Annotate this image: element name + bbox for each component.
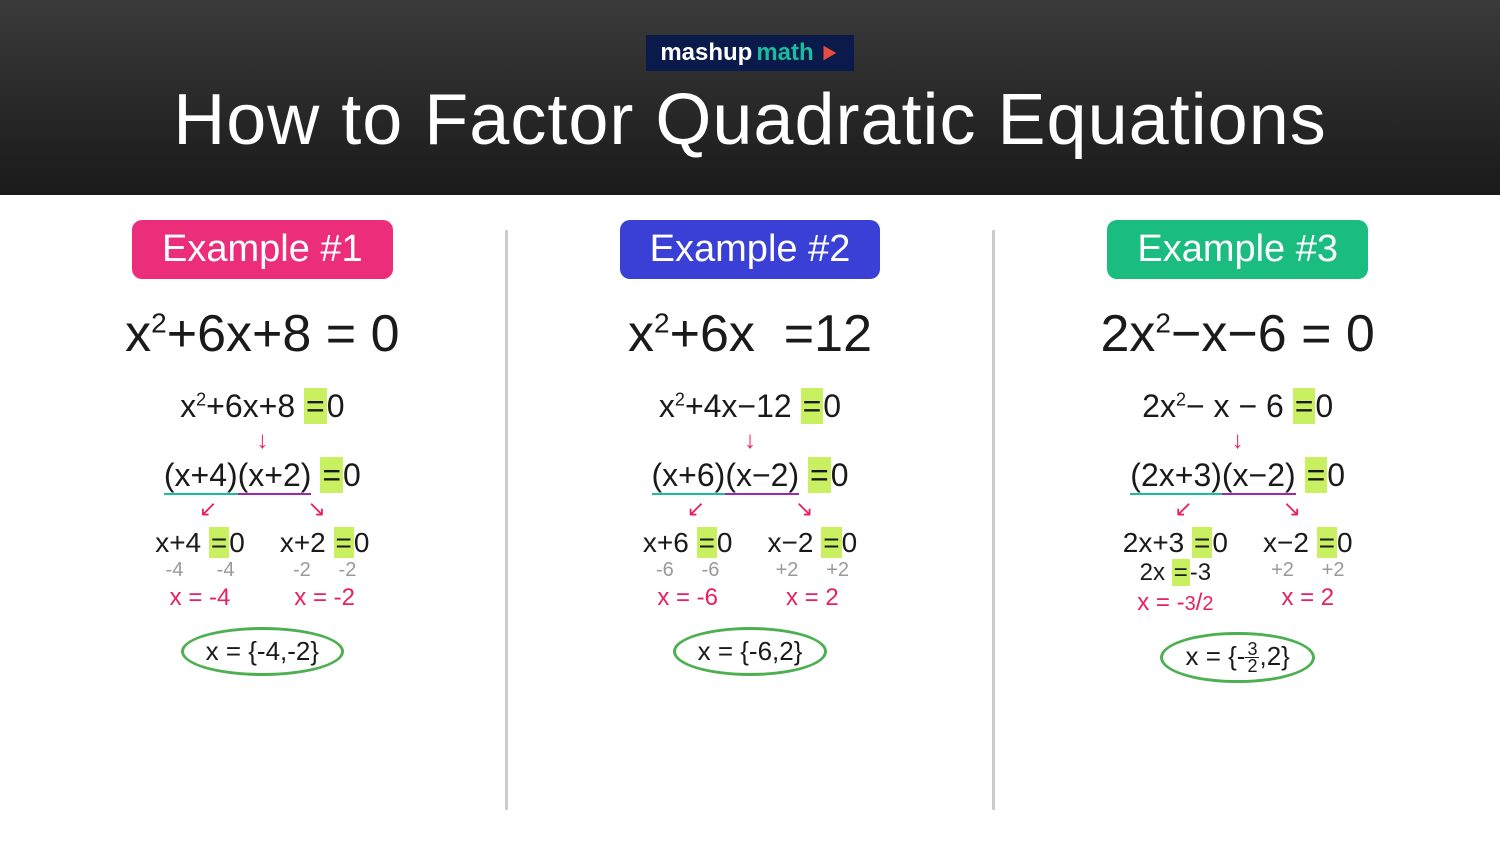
badge-2: Example #2 — [620, 220, 881, 279]
right-sub-2: +2 +2 — [776, 559, 849, 582]
left-sub-2: -6 -6 — [656, 559, 719, 582]
play-icon — [818, 42, 840, 64]
header-banner: mashup math How to Factor Quadratic Equa… — [0, 0, 1500, 195]
factored-2: (x+6)(x−2) =0 — [652, 453, 849, 498]
arrow-down-icon: ↓ — [744, 427, 756, 455]
right-branch-3: x−2 =0 +2 +2 x = 2 — [1263, 527, 1353, 617]
left-sol-1: x = -4 — [170, 584, 231, 612]
split-2: x+6 =0 -6 -6 x = -6 x−2 =0 +2 +2 x = 2 — [643, 527, 857, 612]
left-branch-3: 2x+3 =0 2x =-3 x = -3/2 — [1123, 527, 1228, 617]
factored-1: (x+4)(x+2) =0 — [164, 453, 361, 498]
split-arrows-1: ↙↘ — [199, 496, 326, 522]
left-sub-3: 2x =-3 — [1140, 559, 1211, 587]
left-eq-3: 2x+3 =0 — [1123, 527, 1228, 559]
example-column-3: Example #3 2x2−x−6 = 0 2x2− x − 6 =0 ↓ (… — [995, 220, 1480, 819]
split-arrows-2: ↙↘ — [687, 496, 814, 522]
equation-main-3: 2x2−x−6 = 0 — [1101, 304, 1375, 364]
badge-3: Example #3 — [1107, 220, 1368, 279]
right-sub-3: +2 +2 — [1271, 559, 1344, 582]
final-answer-2: x = {-6,2} — [673, 627, 828, 676]
final-answer-3: x = {-32,2} — [1160, 632, 1314, 684]
left-branch-2: x+6 =0 -6 -6 x = -6 — [643, 527, 733, 612]
page-title: How to Factor Quadratic Equations — [173, 79, 1327, 161]
right-branch-1: x+2 =0 -2 -2 x = -2 — [280, 527, 370, 612]
right-eq-2: x−2 =0 — [768, 527, 858, 559]
left-sol-2: x = -6 — [657, 584, 718, 612]
content-area: Example #1 x2+6x+8 = 0 x2+6x+8 =0 ↓ (x+4… — [0, 195, 1500, 844]
split-1: x+4 =0 -4 -4 x = -4 x+2 =0 -2 -2 x = -2 — [155, 527, 369, 612]
right-eq-3: x−2 =0 — [1263, 527, 1353, 559]
split-arrows-3: ↙↘ — [1174, 496, 1301, 522]
left-branch-1: x+4 =0 -4 -4 x = -4 — [155, 527, 245, 612]
equation-main-2: x2+6x =12 — [628, 304, 872, 364]
step1-3: 2x2− x − 6 =0 — [1142, 384, 1333, 429]
right-eq-1: x+2 =0 — [280, 527, 370, 559]
right-sol-2: x = 2 — [786, 584, 839, 612]
split-3: 2x+3 =0 2x =-3 x = -3/2 x−2 =0 +2 +2 x =… — [1123, 527, 1353, 617]
left-eq-2: x+6 =0 — [643, 527, 733, 559]
arrow-down-icon: ↓ — [1232, 427, 1244, 455]
final-answer-1: x = {-4,-2} — [181, 627, 344, 676]
right-sol-3: x = 2 — [1281, 584, 1334, 612]
factored-3: (2x+3)(x−2) =0 — [1130, 453, 1345, 498]
logo-text-2: math — [756, 39, 813, 67]
right-sol-1: x = -2 — [294, 584, 355, 612]
step1-2: x2+4x−12 =0 — [659, 384, 841, 429]
left-sol-3: x = -3/2 — [1137, 589, 1213, 617]
logo-text-1: mashup — [660, 39, 752, 67]
example-column-2: Example #2 x2+6x =12 x2+4x−12 =0 ↓ (x+6)… — [508, 220, 993, 819]
badge-1: Example #1 — [132, 220, 393, 279]
step1-1: x2+6x+8 =0 — [180, 384, 344, 429]
example-column-1: Example #1 x2+6x+8 = 0 x2+6x+8 =0 ↓ (x+4… — [20, 220, 505, 819]
right-branch-2: x−2 =0 +2 +2 x = 2 — [768, 527, 858, 612]
left-sub-1: -4 -4 — [166, 559, 235, 582]
right-sub-1: -2 -2 — [293, 559, 356, 582]
logo: mashup math — [646, 35, 853, 71]
equation-main-1: x2+6x+8 = 0 — [125, 304, 399, 364]
left-eq-1: x+4 =0 — [155, 527, 245, 559]
arrow-down-icon: ↓ — [256, 427, 268, 455]
